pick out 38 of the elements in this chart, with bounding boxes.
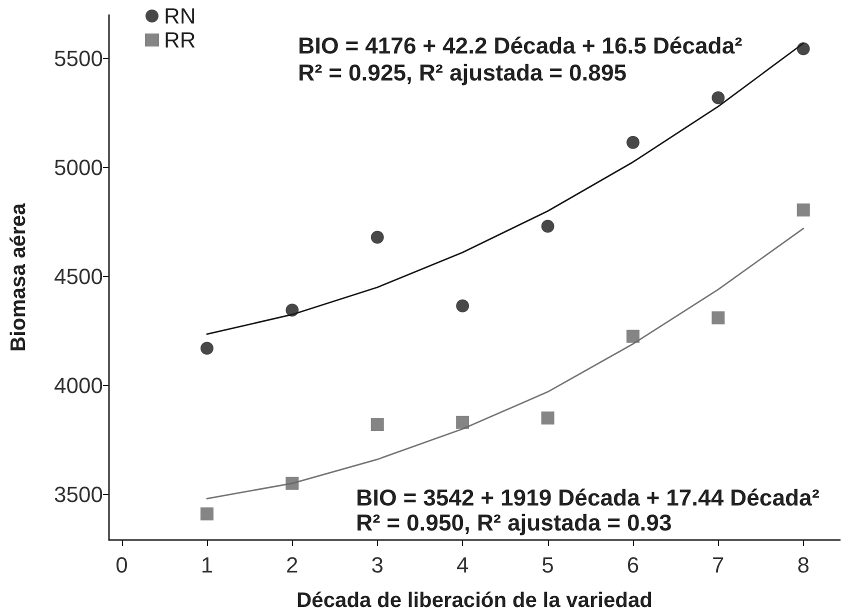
x-tick-label: 2 (286, 552, 298, 578)
x-tick-label: 8 (797, 552, 810, 578)
point (456, 416, 470, 429)
point (456, 299, 470, 312)
legend-label: RR (164, 28, 196, 52)
point (712, 91, 725, 104)
annotation: BIO = 4176 + 42.2 Década + 16.5 Década² (298, 32, 743, 58)
legend-label: RN (164, 4, 196, 28)
x-tick-label: 0 (116, 552, 128, 578)
x-tick-label: 1 (200, 552, 214, 578)
x-axis-title: Década de liberación de la variedad (296, 589, 652, 612)
y-tick-label: 4500 (54, 264, 103, 289)
y-axis-title: Biomasa aérea (7, 203, 30, 352)
y-tick-label: 5000 (54, 154, 103, 180)
point (626, 330, 640, 343)
point (286, 304, 299, 317)
x-tick-label: 7 (712, 552, 724, 578)
point (370, 230, 384, 244)
point (370, 418, 384, 432)
point (626, 136, 640, 149)
point (712, 311, 725, 324)
point (200, 342, 214, 355)
annotation: R² = 0.950, R² ajustada = 0.93 (356, 510, 672, 536)
y-tick-label: 3500 (54, 482, 103, 507)
x-tick-label: 5 (542, 552, 554, 578)
y-tick-label: 4000 (54, 372, 103, 398)
point (286, 476, 299, 490)
annotation: BIO = 3542 + 1919 Década + 17.44 Década² (356, 484, 820, 510)
x-tick-label: 3 (371, 552, 384, 578)
y-tick-label: 5500 (54, 46, 103, 72)
point (200, 507, 214, 520)
point (541, 412, 554, 425)
point (796, 203, 810, 216)
x-tick-label: 4 (456, 552, 469, 578)
annotation: R² = 0.925, R² ajustada = 0.895 (298, 60, 627, 86)
point (541, 220, 554, 233)
x-tick-label: 6 (626, 552, 640, 578)
point (796, 42, 810, 56)
